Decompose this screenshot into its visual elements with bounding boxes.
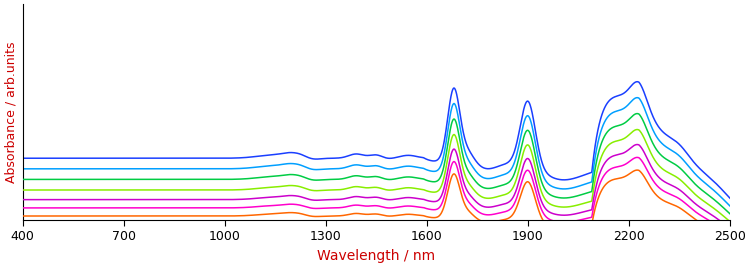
Y-axis label: Absorbance / arb.units: Absorbance / arb.units xyxy=(4,41,17,183)
X-axis label: Wavelength / nm: Wavelength / nm xyxy=(317,249,435,263)
